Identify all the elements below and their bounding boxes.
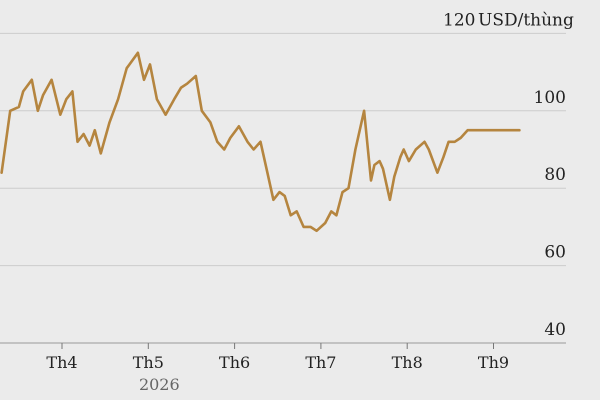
- series-line-0: [0, 51, 521, 233]
- x-tick-label-Th8: Th8: [392, 353, 423, 372]
- series: [0, 51, 521, 233]
- gridlines: [0, 32, 566, 267]
- x-tick-label-Th6: Th6: [219, 353, 250, 372]
- x-tick-label-Th5: Th5: [133, 353, 164, 372]
- y-tick-label-120: 120: [443, 10, 475, 30]
- y-tick-label-80: 80: [544, 165, 566, 185]
- y-tick-labels: 40 60 80 100 120: [443, 10, 566, 340]
- x-tick-label-Th9: Th9: [478, 353, 509, 372]
- y-unit-label: USD/thùng: [478, 10, 574, 30]
- x-tick-label-Th7: Th7: [305, 353, 336, 372]
- y-tick-label-60: 60: [544, 243, 566, 263]
- y-tick-label-100: 100: [534, 88, 566, 108]
- year-label: 2026: [139, 375, 180, 394]
- x-axis: [0, 342, 566, 349]
- x-tick-label-Th4: Th4: [46, 353, 77, 372]
- y-tick-label-40: 40: [544, 320, 566, 340]
- x-tick-labels: Th4 Th5 Th6 Th7 Th8 Th9: [46, 353, 509, 372]
